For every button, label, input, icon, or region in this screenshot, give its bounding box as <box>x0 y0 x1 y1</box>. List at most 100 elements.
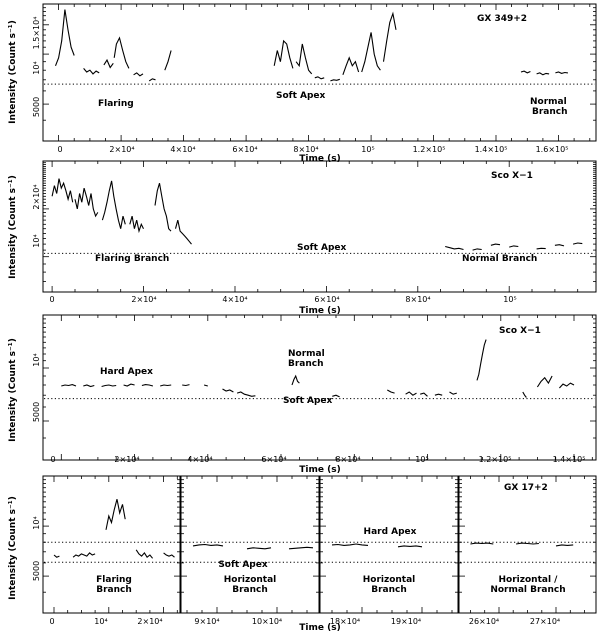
x-tick-labels: 0 10⁴ 2×10⁴ <box>49 617 162 626</box>
x-tick-label: 2×10⁴ <box>109 145 134 154</box>
data-segment <box>490 243 501 246</box>
x-tick-label: 10⁵ <box>503 295 516 304</box>
data-segment <box>520 70 531 74</box>
source-label: Sco X−1 <box>491 171 533 181</box>
data-segment <box>72 552 96 558</box>
data-segment <box>291 374 300 386</box>
data-segment <box>332 394 340 398</box>
x-tick-label: 1.2×10⁵ <box>479 455 512 464</box>
plot-frame <box>42 3 597 142</box>
data-segment <box>163 552 175 558</box>
x-tick-label: 10×10⁴ <box>252 617 282 626</box>
data-segment <box>361 32 381 73</box>
data-segment <box>105 499 126 530</box>
x-tick-label: 1.6×10⁵ <box>536 145 569 154</box>
annotation-horizontal-slash: Horizontal / <box>499 575 559 585</box>
x-tick-label: 6×10⁴ <box>232 145 257 154</box>
annotation-normal: Normal <box>288 349 325 359</box>
data-segment <box>53 554 60 558</box>
annotation-flaring: Flaring <box>96 575 132 585</box>
y-tick-label: 10⁴ <box>32 353 41 366</box>
x-tick-label: 0 <box>50 455 55 464</box>
data-segment <box>295 43 313 75</box>
data-segment <box>51 178 74 203</box>
x-tick-labels: 26×10⁴ 27×10⁴ <box>469 617 560 626</box>
annotation-branch: Branch <box>532 107 568 117</box>
x-tick-label: 26×10⁴ <box>469 617 499 626</box>
x-tick-label: 2×10⁴ <box>137 617 162 626</box>
data-segment <box>476 339 487 381</box>
data-segment <box>472 248 482 251</box>
x-tick-label: 10⁵ <box>415 455 428 464</box>
source-label: GX 349+2 <box>477 14 527 24</box>
data-segment <box>314 76 325 80</box>
x-tick-label: 18×10⁴ <box>330 617 360 626</box>
annotation-branch: Branch <box>232 585 268 595</box>
y-tick-label: 10⁴ <box>32 234 41 247</box>
data-segment <box>83 68 100 75</box>
annotation-normal-branch: Normal Branch <box>462 254 537 264</box>
x-axis-label: Time (s) <box>299 465 340 475</box>
x-tick-label: 1.2×10⁵ <box>413 145 446 154</box>
x-tick-label: 0 <box>49 295 54 304</box>
data-segment <box>203 384 208 387</box>
data-segment <box>405 391 417 396</box>
x-tick-label: 0 <box>49 617 54 626</box>
data-segment <box>470 542 494 545</box>
annotation-horizontal: Horizontal <box>224 575 277 585</box>
x-tick-label: 4×10⁴ <box>222 295 247 304</box>
data-segment <box>192 543 224 547</box>
annotation-normal-branch: Normal Branch <box>490 585 565 595</box>
x-tick-label: 9×10⁴ <box>194 617 219 626</box>
data-segment <box>288 546 314 550</box>
x-tick-labels: 0 2×10⁴ 4×10⁴ 6×10⁴ 8×10⁴ 10⁵ 1.2×10⁵ 1.… <box>50 455 585 464</box>
annotation-hard-apex: Hard Apex <box>364 527 417 537</box>
annotation-soft-apex: Soft Apex <box>283 396 333 406</box>
annotation-soft-apex: Soft Apex <box>218 560 268 570</box>
data-segment <box>83 384 95 388</box>
y-tick-labels: 5000 10⁴ <box>32 353 41 422</box>
plot-frame <box>42 475 181 614</box>
x-tick-label: 0 <box>57 145 62 154</box>
data-segment <box>141 384 154 387</box>
data-segment <box>236 391 256 397</box>
y-tick-label: 5000 <box>32 402 41 422</box>
panel-gx17-horizontal-1: Soft Apex Horizontal Branch 9×10⁴ 10×10⁴ <box>180 475 320 626</box>
x-tick-labels: 9×10⁴ 10×10⁴ <box>194 617 282 626</box>
x-tick-labels: 0 2×10⁴ 4×10⁴ 6×10⁴ 8×10⁴ 10⁵ 1.2×10⁵ 1.… <box>57 145 568 154</box>
data-segment <box>135 549 154 559</box>
data-segment <box>246 547 272 550</box>
annotation-soft-apex: Soft Apex <box>276 91 326 101</box>
data-segment <box>522 391 527 398</box>
x-tick-labels: 0 2×10⁴ 4×10⁴ 6×10⁴ 8×10⁴ 10⁵ <box>49 295 516 304</box>
data-segment <box>558 382 575 389</box>
data-segment <box>101 384 117 388</box>
panel-gx349: GX 349+2 Flaring Soft Apex Normal Branch… <box>8 3 597 164</box>
data-segment <box>572 242 583 245</box>
data-segment <box>164 50 172 71</box>
panel-gx17-flaring: Flaring Branch 0 10⁴ 2×10⁴ 5000 10⁴ Inte… <box>8 475 181 626</box>
y-tick-labels: 5000 10⁴ <box>32 516 41 581</box>
data-segment <box>330 78 340 82</box>
annotation-branch: Branch <box>288 359 324 369</box>
x-tick-label: 6×10⁴ <box>261 455 286 464</box>
data-segment <box>133 72 144 77</box>
x-tick-label: 2×10⁴ <box>114 455 139 464</box>
plot-frame <box>42 160 597 293</box>
data-segment <box>445 245 464 251</box>
plot-frame <box>42 314 597 461</box>
data-segment <box>273 39 294 69</box>
x-axis-label-shared: Time (s) <box>299 623 340 632</box>
data-segment <box>103 58 114 69</box>
y-tick-labels: 5000 10⁴ 1.5×10⁴ <box>32 17 41 118</box>
data-segment <box>555 71 568 74</box>
plot-frame <box>180 475 320 614</box>
x-tick-label: 19×10⁴ <box>391 617 421 626</box>
plot-frame <box>319 475 459 614</box>
annotation-flaring: Flaring <box>98 99 134 109</box>
x-tick-label: 10⁵ <box>361 145 374 154</box>
x-tick-label: 6×10⁴ <box>314 295 339 304</box>
y-tick-label: 10⁴ <box>32 516 41 529</box>
x-tick-labels: 18×10⁴ 19×10⁴ <box>330 617 421 626</box>
